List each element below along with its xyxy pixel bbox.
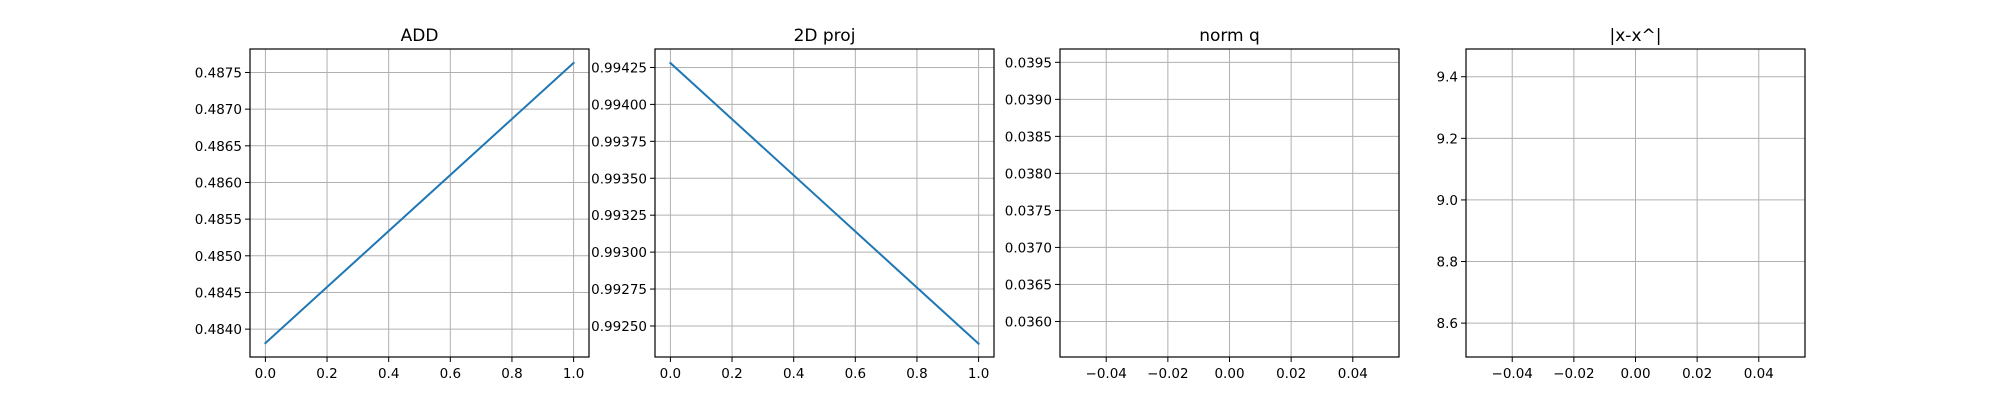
add-y-tick-label: 0.4855 (195, 212, 242, 228)
2d-proj-x-tick-label: 0.0 (660, 366, 681, 382)
2d-proj-y-tick-label: 0.99250 (591, 319, 647, 335)
add-x-tick-label: 0.2 (316, 366, 337, 382)
norm-q-x-tick-label: 0.00 (1214, 366, 1244, 382)
norm-q-y-tick-label: 0.0380 (1005, 166, 1052, 182)
norm-q-y-tick-label: 0.0360 (1005, 314, 1052, 330)
2d-proj-axes-frame (654, 48, 995, 358)
2d-proj-x-tick-label: 0.8 (906, 366, 927, 382)
add-x-tick-label: 0.8 (501, 366, 522, 382)
2d-proj-y-tick-label: 0.99400 (591, 97, 647, 113)
x-error-y-tick-label: 9.0 (1437, 193, 1458, 209)
add-y-tick-label: 0.4860 (195, 175, 242, 191)
x-error-y-tick-label: 9.4 (1437, 70, 1458, 86)
norm-q-x-tick-label: −0.02 (1147, 366, 1188, 382)
2d-proj-x-tick-label: 0.2 (721, 366, 742, 382)
add-title: ADD (401, 26, 439, 46)
norm-q-x-tick-label: 0.04 (1338, 366, 1368, 382)
add-series-line (263, 61, 576, 345)
2d-proj-y-tick-label: 0.99300 (591, 245, 647, 261)
norm-q-x-tick-label: 0.02 (1276, 366, 1306, 382)
norm-q-y-tick-label: 0.0370 (1005, 240, 1052, 256)
norm-q-y-tick-label: 0.0375 (1005, 203, 1052, 219)
subplot-x-error: −0.04 −0.02 0.00 0.02 0.04 8.6 8.8 9.0 9.2 9.4 |x-… (1437, 26, 1806, 382)
add-y-tick-label: 0.4870 (195, 102, 242, 118)
add-y-tick-label: 0.4865 (195, 139, 242, 155)
add-x-tick-label: 0.6 (440, 366, 461, 382)
2d-proj-x-tick-label: 0.6 (845, 366, 866, 382)
2d-proj-y-tick-label: 0.99325 (591, 208, 647, 224)
add-x-tick-label: 0.4 (378, 366, 399, 382)
x-error-y-tick-label: 9.2 (1437, 131, 1458, 147)
add-x-tick-label: 0.0 (255, 366, 276, 382)
subplot-norm-q: −0.04 −0.02 0.00 0.02 0.04 0.0360 0.0365 0.0370… (1005, 26, 1400, 382)
subplot-add: 0.0 0.2 0.4 0.6 0.8 1.0 0.4840 0.4845 0.4850 0.48… (195, 26, 590, 382)
x-error-title: |x-x^| (1610, 26, 1662, 46)
subplot-2d-proj: 0.0 0.2 0.4 0.6 0.8 1.0 0.99250 0.99275 0.99300 0… (591, 26, 995, 382)
norm-q-x-tick-label: −0.04 (1086, 366, 1127, 382)
add-y-tick-label: 0.4850 (195, 249, 242, 265)
2d-proj-x-tick-label: 1.0 (968, 366, 989, 382)
add-y-tick-label: 0.4875 (195, 65, 242, 81)
2d-proj-x-tick-label: 0.4 (783, 366, 804, 382)
add-x-tick-label: 1.0 (563, 366, 584, 382)
norm-q-y-tick-label: 0.0390 (1005, 92, 1052, 108)
x-error-x-tick-label: −0.02 (1553, 366, 1594, 382)
norm-q-y-tick-label: 0.0385 (1005, 129, 1052, 145)
add-axes-frame (249, 48, 590, 358)
x-error-x-tick-label: 0.04 (1744, 366, 1774, 382)
2d-proj-y-tick-label: 0.99375 (591, 134, 647, 150)
2d-proj-y-tick-label: 0.99350 (591, 171, 647, 187)
x-error-y-tick-label: 8.6 (1437, 316, 1458, 332)
x-error-x-tick-label: −0.04 (1492, 366, 1533, 382)
norm-q-y-tick-label: 0.0365 (1005, 277, 1052, 293)
norm-q-title: norm q (1199, 26, 1260, 46)
x-error-x-tick-label: 0.00 (1620, 366, 1650, 382)
x-error-x-tick-label: 0.02 (1682, 366, 1712, 382)
2d-proj-title: 2D proj (794, 26, 856, 46)
x-error-y-tick-label: 8.8 (1437, 255, 1458, 271)
add-y-tick-label: 0.4840 (195, 322, 242, 338)
2d-proj-y-tick-label: 0.99275 (591, 282, 647, 298)
2d-proj-series-line (668, 61, 981, 346)
2d-proj-y-tick-label: 0.99425 (591, 60, 647, 76)
subplots: 0.0 0.2 0.4 0.6 0.8 1.00.48400.48450.48500.48… (195, 26, 1806, 382)
norm-q-y-tick-label: 0.0395 (1005, 55, 1052, 71)
add-y-tick-label: 0.4845 (195, 285, 242, 301)
